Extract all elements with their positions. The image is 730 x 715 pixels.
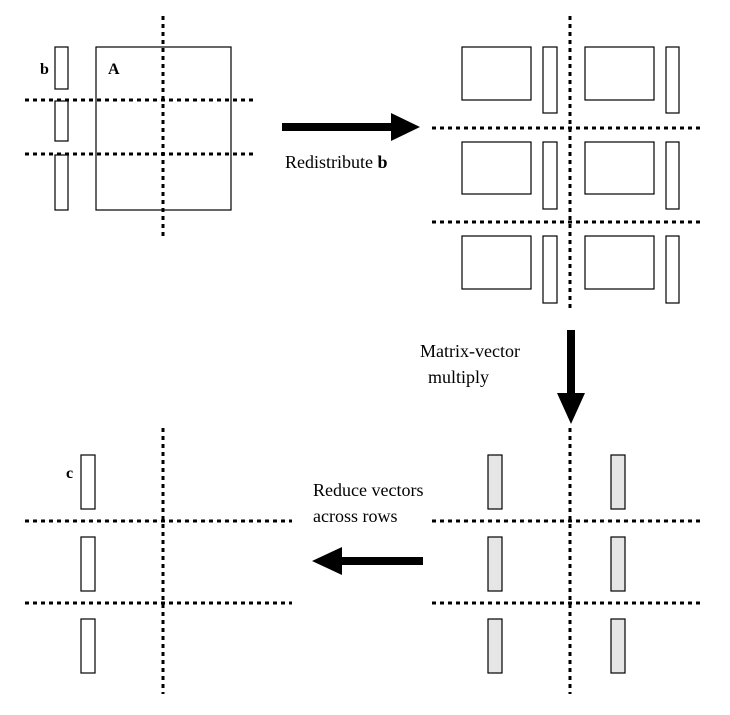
vector-block-r2c1	[542, 141, 558, 210]
vector-block-r3c2	[665, 235, 680, 304]
partial-result-r3c2	[610, 618, 626, 674]
matrix-block-r1c1	[461, 46, 532, 101]
matrix-block-r3c2	[584, 235, 655, 290]
vector-c-part-1	[80, 454, 96, 510]
partial-result-r2c2	[610, 536, 626, 592]
multiply-step: Matrix-vector multiply	[420, 330, 585, 424]
redistribute-symbol: b	[378, 152, 388, 172]
arrow-left-head	[312, 547, 342, 575]
matrix-block-r3c1	[461, 235, 532, 290]
initial-panel: b A	[25, 16, 257, 236]
reduce-label-line2: across rows	[313, 506, 397, 526]
partial-result-r1c2	[610, 454, 626, 510]
result-panel: c	[25, 428, 292, 694]
vector-b-part-3	[54, 154, 69, 211]
vector-block-r3c1	[542, 235, 558, 304]
redistribute-step: Redistribute b	[282, 113, 420, 172]
partial-result-r3c1	[487, 618, 503, 674]
vector-block-r1c1	[542, 46, 558, 114]
redistributed-panel	[432, 16, 702, 312]
partial-result-r2c1	[487, 536, 503, 592]
multiply-label-line2: multiply	[428, 367, 489, 387]
redistribute-label: Redistribute b	[285, 152, 388, 172]
label-c: c	[66, 465, 73, 482]
arrow-down-head	[557, 393, 585, 424]
multiply-label-line1: Matrix-vector	[420, 341, 520, 361]
label-A: A	[108, 61, 120, 78]
matrix-block-r2c2	[584, 141, 655, 195]
vector-block-r1c2	[665, 46, 680, 114]
vector-b-part-1	[54, 46, 69, 90]
vector-block-r2c2	[665, 141, 680, 210]
vector-b-part-2	[54, 100, 69, 142]
reduce-label-line1: Reduce vectors	[313, 480, 423, 500]
label-b: b	[40, 61, 49, 78]
partial-results-panel	[432, 428, 702, 694]
redistribute-word: Redistribute	[285, 152, 373, 172]
partial-result-r1c1	[487, 454, 503, 510]
vector-c-part-2	[80, 536, 96, 592]
matrix-block-r1c2	[584, 46, 655, 101]
arrow-right-head	[391, 113, 420, 141]
reduce-step: Reduce vectors across rows	[312, 480, 423, 575]
vector-c-part-3	[80, 618, 96, 674]
matrix-block-r2c1	[461, 141, 532, 195]
